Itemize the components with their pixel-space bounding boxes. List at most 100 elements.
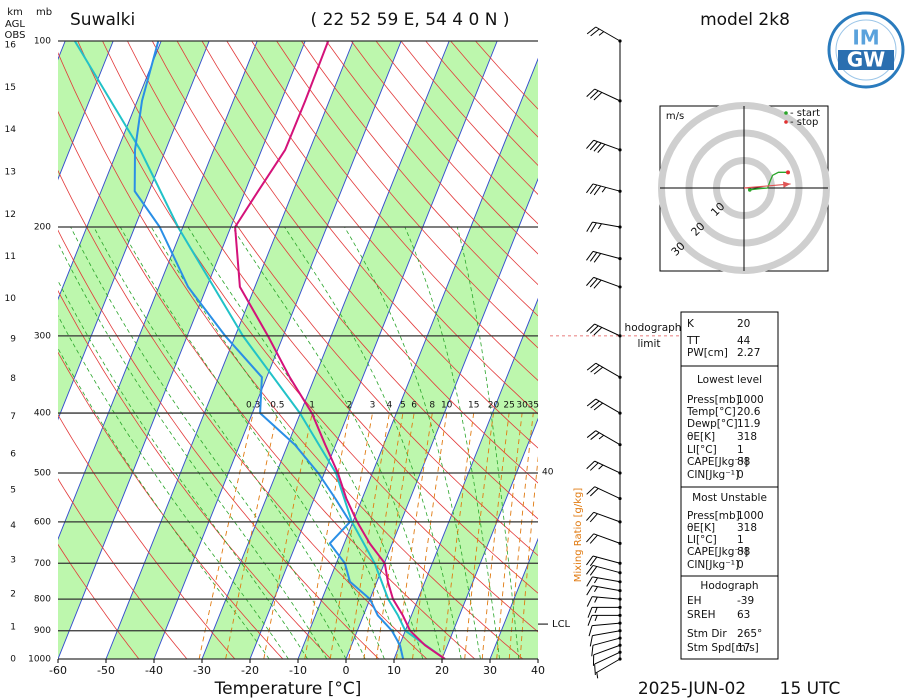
section-title: Lowest level	[697, 374, 762, 386]
x-tick-label: -40	[145, 664, 163, 677]
barb-staff	[593, 511, 621, 523]
barb-staff	[595, 430, 621, 446]
barb-feather	[593, 327, 603, 336]
barb-staff	[593, 276, 621, 288]
hodograph-unit: m/s	[666, 111, 684, 122]
height-tick-label: 2	[10, 589, 16, 599]
index-label: Stm Dir	[687, 628, 727, 640]
y-tick-label: 400	[34, 409, 51, 419]
wind-barb	[586, 430, 622, 447]
wind-barb	[592, 643, 622, 666]
barb-base	[618, 520, 622, 524]
barb-feather	[587, 607, 593, 618]
section-title: Most Unstable	[692, 492, 767, 504]
index-value: 63	[737, 609, 750, 621]
x-tick-label: 40	[531, 664, 545, 677]
barb-base	[618, 257, 622, 261]
barb-feather	[586, 533, 595, 543]
barb-half-feather	[594, 577, 598, 584]
barb-feather	[593, 253, 602, 263]
x-tick-label: -10	[289, 664, 307, 677]
mixing-ratio-tick-label: 8	[429, 401, 435, 411]
wind-barb	[586, 486, 622, 501]
grid-line	[58, 41, 306, 659]
barb-feather	[589, 184, 598, 195]
index-value: 265°	[737, 628, 762, 640]
grid-line	[393, 297, 538, 659]
subtitle: ( 22 52 59 E, 54 4 0 N )	[311, 10, 510, 30]
barb-feather	[586, 88, 595, 98]
y-tick-label: 200	[34, 223, 51, 233]
height-tick-label: 4	[10, 521, 16, 531]
barb-feather	[593, 279, 602, 289]
index-value: 88	[737, 546, 750, 558]
barb-feather	[597, 144, 606, 153]
x-tick-label: 30	[483, 664, 497, 677]
index-value: 1	[737, 534, 744, 546]
legend-marker	[784, 120, 788, 124]
grid-line	[489, 537, 538, 659]
mixing-ratio-tick-label: 20	[488, 401, 500, 411]
barb-feather	[586, 362, 597, 371]
index-value: 318	[737, 522, 757, 534]
barb-feather	[586, 576, 593, 587]
barb-staff	[594, 323, 621, 337]
barb-base	[618, 629, 622, 633]
barb-base	[618, 541, 622, 545]
barb-feather	[590, 400, 600, 409]
barb-feather	[590, 364, 600, 373]
barb-staff	[592, 250, 621, 260]
moist-adiabat	[58, 280, 308, 659]
dry-adiabat	[58, 414, 236, 659]
barb-base	[618, 189, 622, 193]
index-label: K	[687, 318, 695, 330]
dry-adiabat	[58, 290, 332, 659]
index-value: 1	[737, 444, 744, 456]
barb-base	[618, 225, 622, 229]
grid-line	[153, 41, 402, 659]
barb-half-feather	[594, 607, 598, 614]
barb-staff	[594, 651, 621, 665]
barb-feather	[588, 625, 593, 637]
index-label: LI[°C]	[687, 444, 717, 456]
barb-feather	[586, 139, 595, 149]
barb-base	[618, 561, 622, 565]
barb-half-feather	[601, 187, 607, 193]
barb-half-feather	[598, 434, 605, 440]
index-value: -39	[737, 595, 754, 607]
barb-half-feather	[594, 596, 598, 603]
index-value: 20.6	[737, 406, 761, 418]
mixing-ratio-tick-label: 10	[441, 401, 453, 411]
barb-feather	[586, 555, 594, 566]
height-tick-label: 8	[10, 374, 16, 384]
height-tick-label: 16	[5, 41, 17, 51]
height-axis-label: AGL	[5, 19, 25, 30]
hodograph-limit-label: limit	[637, 338, 660, 350]
wind-barb	[586, 564, 622, 576]
barb-feather	[593, 366, 603, 375]
mixing-ratio-tick-label: 15	[468, 401, 479, 411]
index-label: CAPE[Jkg⁻¹]	[687, 456, 748, 468]
index-label: θE[K]	[687, 522, 715, 534]
barb-feather	[589, 534, 598, 544]
barb-base	[618, 580, 622, 584]
height-tick-label: 11	[5, 252, 16, 262]
moist-adiabat	[404, 226, 500, 659]
section-title: Hodograph	[700, 580, 758, 592]
index-value: 88	[737, 456, 750, 468]
barb-staff	[592, 637, 621, 646]
wind-barb	[591, 636, 622, 657]
wind-barb	[587, 613, 622, 626]
grid-line	[249, 41, 498, 659]
dry-adiabat	[58, 229, 380, 659]
hodograph-limit-label: hodograph	[625, 322, 682, 334]
barb-feather	[594, 664, 596, 676]
indices-frame	[680, 311, 779, 660]
barb-base	[618, 613, 622, 617]
legend-label: - start	[790, 108, 820, 119]
barb-half-feather	[598, 464, 604, 470]
height-tick-label: 5	[10, 486, 16, 496]
barb-feather	[589, 513, 598, 523]
